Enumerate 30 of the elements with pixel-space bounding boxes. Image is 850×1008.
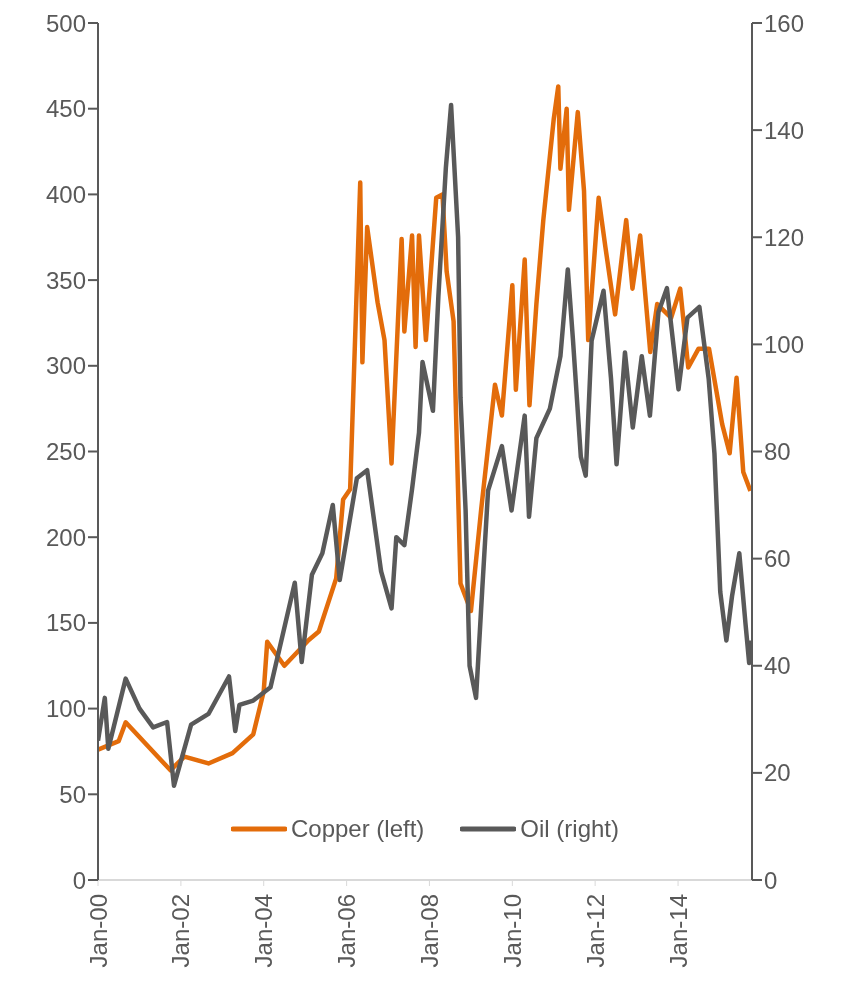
y-tick-label: 50 — [59, 780, 86, 808]
legend-label: Oil (right) — [520, 815, 620, 843]
legend-label: Copper (left) — [290, 815, 425, 843]
x-tick-label: Jan-10 — [498, 894, 526, 968]
y-tick-label: 450 — [45, 95, 86, 123]
x-tick-label: Jan-02 — [167, 894, 195, 968]
x-tick-label: Jan-12 — [581, 894, 609, 968]
y2-tick-label: 80 — [764, 438, 791, 466]
y-tick-label: 500 — [45, 9, 86, 37]
x-tick-label: Jan-14 — [664, 894, 692, 968]
y2-tick-label: 160 — [764, 9, 805, 37]
y-tick-label: 300 — [45, 352, 86, 380]
y-tick-label: 0 — [72, 866, 86, 894]
y-tick-label: 250 — [45, 438, 86, 466]
y2-tick-label: 20 — [764, 759, 791, 787]
x-tick-label: Jan-06 — [333, 894, 361, 968]
y2-tick-label: 60 — [764, 545, 791, 573]
y-tick-label: 350 — [45, 266, 86, 294]
y2-tick-label: 120 — [764, 223, 805, 251]
y2-tick-label: 100 — [764, 330, 805, 358]
x-tick-label: Jan-00 — [84, 894, 112, 968]
x-tick-label: Jan-04 — [250, 894, 278, 968]
y-tick-label: 400 — [45, 180, 86, 208]
x-tick-label: Jan-08 — [415, 894, 443, 968]
y-tick-label: 200 — [45, 523, 86, 551]
y2-tick-label: 40 — [764, 652, 791, 680]
y2-tick-label: 0 — [764, 866, 778, 894]
y-tick-label: 100 — [45, 695, 86, 723]
y2-tick-label: 140 — [764, 116, 805, 144]
y-tick-label: 150 — [45, 609, 86, 637]
